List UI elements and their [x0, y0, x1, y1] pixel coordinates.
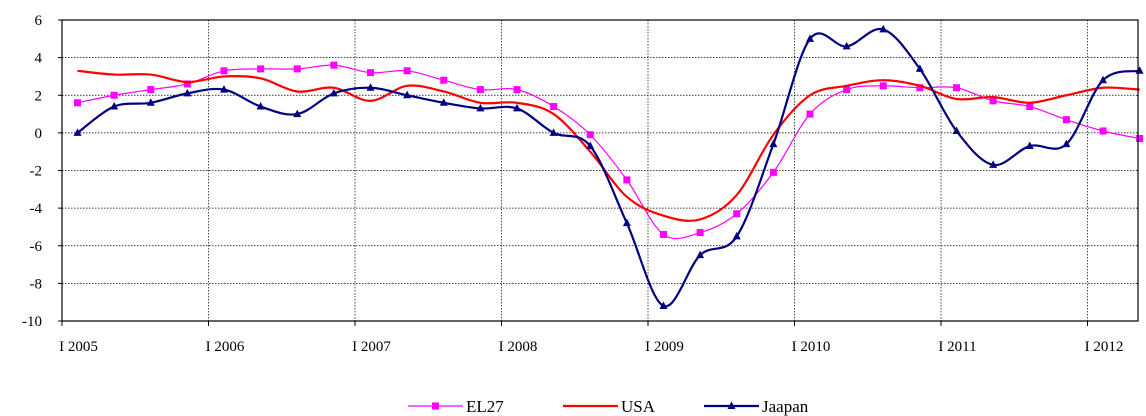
- data-point-el27: [1136, 135, 1144, 143]
- legend-marker: [727, 401, 736, 409]
- data-point-el27: [916, 84, 924, 92]
- data-point-jaapan: [586, 141, 595, 150]
- data-point-jaapan: [146, 98, 155, 106]
- data-point-el27: [623, 176, 631, 184]
- series-usa: [77, 69, 1140, 222]
- axes: -10 -8 -6 -4 -2 0 2 4 6 I 2005 I 2006 I 2007 I 2008 I…: [22, 13, 1139, 355]
- data-point-jaapan: [73, 128, 82, 136]
- data-point-jaapan: [696, 250, 705, 259]
- data-point-el27: [293, 65, 301, 73]
- grid: [62, 20, 1138, 321]
- data-point-jaapan: [256, 102, 265, 110]
- data-point-el27: [513, 86, 521, 94]
- data-point-el27: [953, 84, 960, 92]
- data-point-el27: [989, 97, 997, 105]
- data-point-jaapan: [806, 34, 814, 42]
- series-line-usa: [77, 69, 1140, 222]
- y-tick-label: 4: [35, 51, 43, 67]
- x-tick-label: I 2007: [352, 339, 391, 355]
- data-point-el27: [660, 230, 667, 238]
- data-point-jaapan: [732, 231, 741, 240]
- data-point-jaapan: [366, 83, 375, 91]
- data-point-jaapan: [549, 128, 558, 136]
- y-tick-label: 0: [35, 126, 43, 142]
- data-point-el27: [367, 69, 374, 77]
- data-point-el27: [330, 61, 338, 69]
- legend-label: EL27: [466, 397, 504, 416]
- x-tick-label: I 2011: [938, 339, 976, 355]
- data-point-el27: [110, 91, 118, 99]
- data-point-el27: [550, 103, 558, 111]
- data-point-el27: [696, 229, 704, 237]
- legend-item-el27: EL27: [408, 397, 504, 416]
- data-point-el27: [1026, 103, 1034, 111]
- data-point-jaapan: [183, 88, 192, 97]
- x-tick-label: I 2006: [206, 339, 245, 355]
- legend-label: USA: [621, 397, 656, 416]
- legend-item-jaapan: Jaapan: [704, 397, 809, 416]
- data-point-jaapan: [659, 301, 668, 309]
- data-point-el27: [257, 65, 265, 73]
- data-point-jaapan: [879, 24, 888, 33]
- data-point-jaapan: [220, 85, 228, 93]
- legend: EL27 USA Jaapan: [408, 397, 809, 416]
- data-point-el27: [769, 168, 777, 176]
- data-point-el27: [733, 210, 741, 218]
- y-tick-label: 6: [35, 13, 43, 29]
- data-point-jaapan: [110, 102, 119, 110]
- data-point-el27: [1099, 127, 1107, 135]
- data-point-jaapan: [293, 109, 302, 118]
- data-point-el27: [879, 82, 887, 90]
- y-tick-label: -4: [30, 201, 43, 217]
- data-point-jaapan: [403, 90, 412, 99]
- data-point-el27: [586, 131, 594, 139]
- data-point-jaapan: [1025, 141, 1034, 150]
- data-point-jaapan: [989, 160, 998, 168]
- data-point-el27: [1062, 116, 1070, 124]
- legend-label: Jaapan: [762, 397, 809, 416]
- data-point-el27: [403, 67, 411, 75]
- series-layer: [73, 24, 1144, 309]
- data-point-el27: [440, 76, 448, 84]
- legend-item-usa: USA: [563, 397, 656, 416]
- data-point-jaapan: [513, 103, 521, 112]
- y-tick-label: -2: [30, 164, 43, 180]
- y-tick-label: -8: [30, 276, 43, 292]
- data-point-el27: [806, 110, 814, 118]
- data-point-jaapan: [1062, 139, 1071, 148]
- data-point-jaapan: [769, 139, 778, 148]
- legend-marker: [432, 402, 439, 410]
- x-tick-label: I 2009: [645, 339, 684, 355]
- x-tick-label: I 2008: [499, 339, 538, 355]
- data-point-jaapan: [622, 218, 631, 227]
- x-tick-label: I 2010: [792, 339, 831, 355]
- y-tick-label: -6: [30, 239, 43, 255]
- series-jaapan: [73, 24, 1144, 309]
- data-point-el27: [476, 86, 484, 94]
- data-point-jaapan: [915, 64, 924, 72]
- data-point-el27: [183, 80, 191, 88]
- data-point-el27: [843, 86, 851, 94]
- data-point-el27: [147, 86, 155, 94]
- y-tick-label: 2: [35, 88, 43, 104]
- data-point-jaapan: [476, 103, 485, 112]
- data-point-jaapan: [1099, 75, 1107, 84]
- x-tick-label: I 2005: [59, 339, 98, 355]
- series-el27: [74, 61, 1144, 240]
- data-point-jaapan: [842, 41, 851, 50]
- data-point-jaapan: [439, 98, 448, 106]
- data-point-el27: [74, 99, 81, 107]
- x-tick-label: I 2012: [1085, 339, 1124, 355]
- data-point-el27: [220, 67, 228, 75]
- y-tick-label: -10: [22, 314, 42, 330]
- data-point-jaapan: [952, 126, 961, 134]
- data-point-jaapan: [329, 88, 338, 97]
